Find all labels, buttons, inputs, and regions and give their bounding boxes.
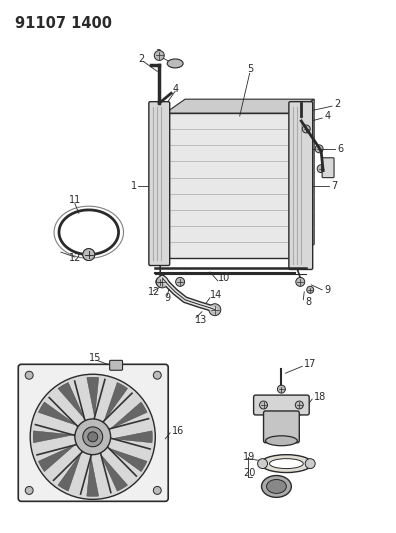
FancyBboxPatch shape [322,158,334,177]
Text: 1: 1 [130,181,137,191]
Text: 20: 20 [244,467,256,478]
Circle shape [305,458,315,469]
Polygon shape [33,431,81,443]
Text: 19: 19 [243,451,255,462]
Polygon shape [87,448,99,496]
Text: 5: 5 [248,64,254,75]
Text: 2: 2 [139,54,145,64]
Ellipse shape [167,59,183,68]
FancyBboxPatch shape [253,395,309,415]
Text: 15: 15 [89,353,101,364]
Circle shape [317,165,325,173]
Text: 12: 12 [148,287,161,297]
Circle shape [83,248,95,261]
Circle shape [156,276,168,288]
Circle shape [259,401,268,409]
Text: 4: 4 [172,84,178,94]
FancyBboxPatch shape [18,365,168,502]
FancyBboxPatch shape [149,102,170,265]
FancyBboxPatch shape [110,360,122,370]
Polygon shape [95,448,128,491]
Polygon shape [58,383,90,426]
Ellipse shape [266,436,297,446]
Text: 4: 4 [324,111,330,121]
Polygon shape [104,402,147,434]
Ellipse shape [270,458,303,469]
Text: 6: 6 [337,144,343,154]
Circle shape [156,277,165,286]
Text: 10: 10 [218,273,230,283]
Circle shape [75,419,110,455]
Circle shape [209,304,221,316]
FancyBboxPatch shape [263,411,299,443]
Polygon shape [104,431,152,443]
Circle shape [278,385,286,393]
Text: 17: 17 [304,359,317,369]
Text: 2: 2 [334,99,340,109]
Circle shape [307,286,314,293]
Circle shape [83,248,95,261]
Circle shape [176,277,185,286]
Circle shape [295,401,303,409]
Polygon shape [100,383,128,429]
Text: 9: 9 [324,285,330,295]
Text: 16: 16 [172,426,185,436]
Polygon shape [38,439,82,472]
Polygon shape [38,402,85,430]
Circle shape [25,487,33,495]
Text: 7: 7 [331,181,337,191]
Circle shape [88,432,98,442]
Polygon shape [101,444,147,472]
Text: 9: 9 [164,293,170,303]
Polygon shape [165,99,314,113]
Ellipse shape [261,455,312,473]
Circle shape [25,372,33,379]
Circle shape [257,458,268,469]
Text: 8: 8 [305,297,311,307]
Polygon shape [87,377,99,425]
Polygon shape [58,445,86,491]
Text: 3: 3 [155,49,162,59]
Circle shape [153,372,161,379]
Text: 13: 13 [195,314,207,325]
FancyBboxPatch shape [289,102,313,270]
Circle shape [154,51,164,60]
Circle shape [83,427,103,447]
Text: 11: 11 [69,196,81,205]
Text: 12: 12 [69,253,81,263]
Circle shape [315,145,323,153]
Ellipse shape [261,475,291,497]
Circle shape [302,125,310,133]
Polygon shape [294,99,314,258]
Text: 14: 14 [210,290,222,300]
Circle shape [296,277,305,286]
Circle shape [30,374,155,499]
Circle shape [153,487,161,495]
Text: 91107 1400: 91107 1400 [15,16,112,31]
Polygon shape [165,113,294,258]
Text: 18: 18 [314,392,326,402]
Ellipse shape [267,480,286,494]
